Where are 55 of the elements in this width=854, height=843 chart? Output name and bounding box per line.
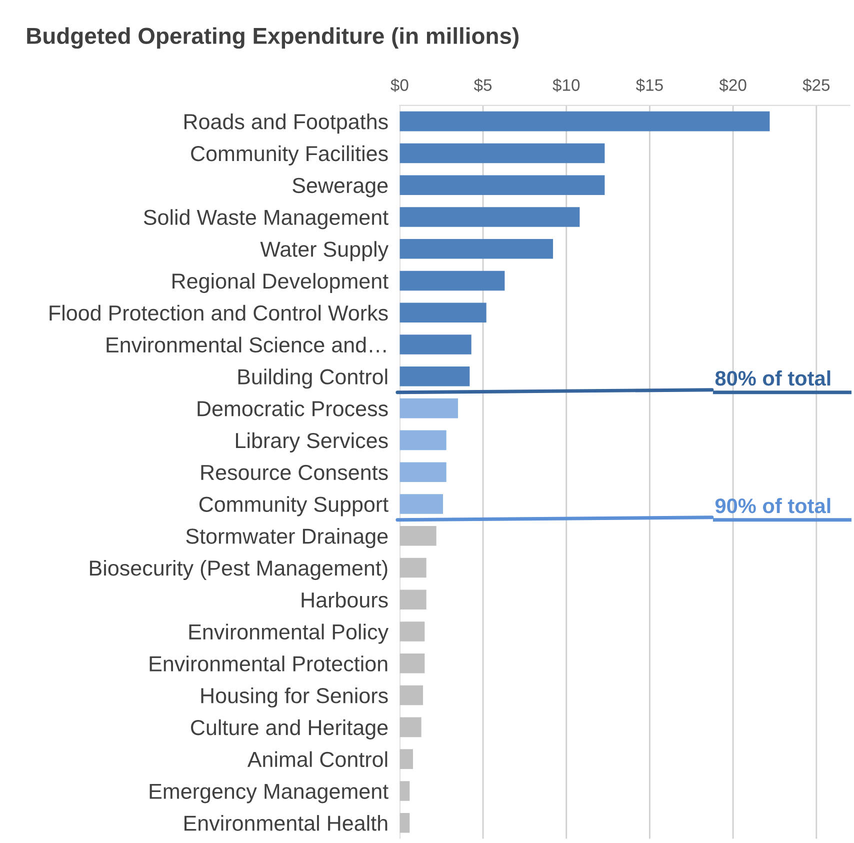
y-tick-label: Environmental Policy (189, 624, 389, 644)
bar (400, 207, 580, 227)
bar (400, 558, 426, 578)
x-tick-label: $20 (719, 78, 746, 92)
y-tick-label: Solid Waste Management (144, 209, 388, 230)
y-tick-label: Water Supply (260, 241, 389, 262)
bar (400, 622, 425, 642)
bar (400, 430, 446, 450)
y-tick-label: Harbours (302, 592, 388, 608)
bar (400, 462, 446, 482)
y-tick-label: Housing for Seniors (201, 687, 388, 708)
bar (400, 143, 605, 164)
bar (400, 526, 436, 546)
y-tick-label: Library Services (236, 432, 388, 452)
y-tick-label: Emergency Management (150, 784, 388, 804)
y-tick-label: Building Control (238, 368, 388, 389)
y-tick-label: Regional Development (172, 272, 388, 294)
bar (400, 781, 410, 801)
bar (400, 111, 770, 132)
bar (400, 654, 425, 674)
y-tick-label: Environmental Science and… (106, 336, 386, 353)
bar (400, 175, 605, 195)
y-tick-label: Environmental Health (184, 815, 388, 831)
y-tick-label: Democratic Process (198, 400, 388, 416)
bar (400, 812, 410, 833)
x-tick-label: $15 (636, 78, 663, 92)
bar (400, 270, 505, 291)
annotation: 80% of total (715, 370, 830, 386)
y-tick-label: Animal Control (247, 751, 388, 768)
y-tick-label: Community Facilities (191, 145, 388, 166)
x-tick-label: $0 (390, 78, 408, 92)
bar (400, 238, 554, 259)
y-tick-label: Flood Protection and Control Works (50, 304, 388, 321)
y-tick-label: Environmental Protection (150, 656, 388, 672)
bar (400, 302, 486, 323)
y-tick-label: Roads and Footpaths (184, 114, 388, 134)
x-tick-label: $25 (802, 78, 830, 92)
bar (400, 590, 426, 610)
bar (400, 334, 472, 354)
bar (400, 398, 458, 418)
bar (400, 717, 422, 738)
y-tick-label: Resource Consents (201, 464, 388, 480)
y-tick-label: Sewerage (292, 178, 388, 198)
bar (400, 494, 444, 514)
y-tick-label: Stormwater Drainage (186, 528, 388, 548)
y-tick-label: Community Support (199, 496, 388, 516)
bar (400, 366, 470, 386)
annotation: 90% of total (715, 498, 830, 514)
y-tick-label: Culture and Heritage (191, 719, 388, 740)
chart-title: Budgeted Operating Expenditure (in millions) (27, 27, 518, 49)
y-tick-label: Biosecurity (Pest Management) (90, 560, 388, 580)
bar (400, 685, 424, 706)
x-tick-label: $5 (474, 78, 492, 92)
x-tick-label: $10 (552, 78, 580, 92)
bar (400, 749, 414, 769)
